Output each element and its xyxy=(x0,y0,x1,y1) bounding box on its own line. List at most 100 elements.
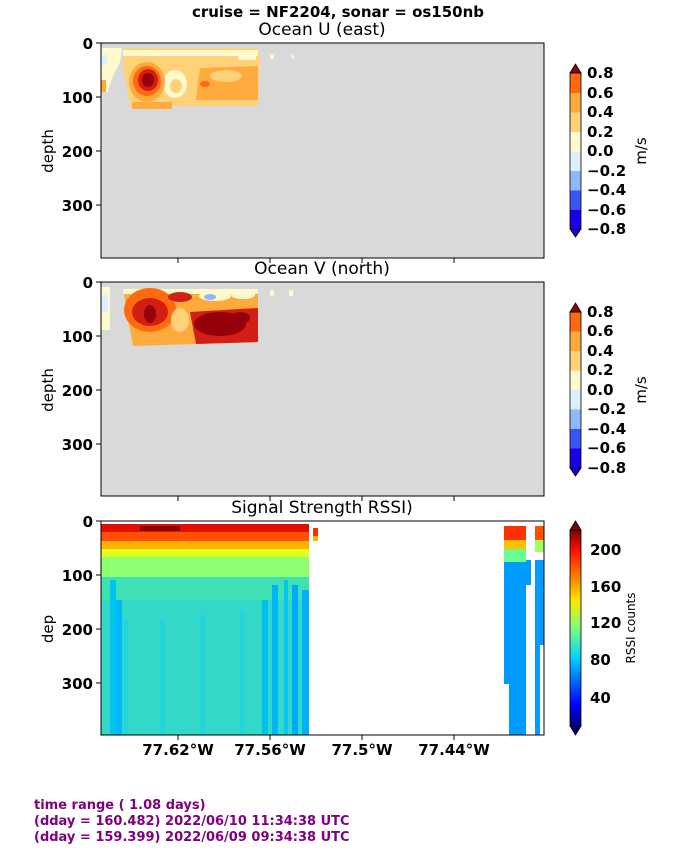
colorbar-tick-label: 0.2 xyxy=(587,123,614,141)
contour-region xyxy=(238,52,256,60)
colorbar-tick-label: −0.4 xyxy=(587,181,626,199)
y-tick-label: 100 xyxy=(62,89,93,107)
colorbar-segment xyxy=(570,73,581,93)
contour-region xyxy=(132,102,172,109)
x-tick-label: 77.44°W xyxy=(418,741,490,759)
rssi-layer xyxy=(140,526,180,531)
footer-line: (dday = 160.482) 2022/06/10 11:34:38 UTC xyxy=(34,814,350,829)
y-axis: 0 100 200 300 dep xyxy=(39,513,101,693)
y-axis-label: depth xyxy=(39,129,57,173)
colorbar-tick-label: −0.8 xyxy=(587,220,626,238)
x-axis: 77.62°W 77.56°W 77.5°W 77.44°W xyxy=(142,735,490,759)
rssi-column xyxy=(240,610,244,735)
colorbar-tick-label: −0.8 xyxy=(587,459,626,477)
y-axis: 0 100 200 300 depth xyxy=(39,274,101,454)
colorbar-tick-label: 0.8 xyxy=(587,64,614,82)
colorbar-arrow-bottom xyxy=(569,228,582,238)
colorbar-tick-label: −0.6 xyxy=(587,439,626,457)
colorbar: 0.8 0.6 0.4 0.2 0.0 −0.2 −0.4 −0.6 −0.8 … xyxy=(569,63,650,238)
y-tick-label: 100 xyxy=(62,567,93,585)
y-tick-label: 300 xyxy=(62,197,93,215)
x-axis xyxy=(177,496,455,501)
y-tick-label: 200 xyxy=(62,382,93,400)
contour-region xyxy=(170,79,182,93)
colorbar-arrow-top xyxy=(569,302,582,313)
colorbar-segment xyxy=(570,351,581,371)
y-tick-label: 200 xyxy=(62,143,93,161)
contour-region xyxy=(102,295,108,312)
colorbar-tick-label: 120 xyxy=(590,614,621,632)
colorbar-segment xyxy=(570,390,581,410)
rssi-column xyxy=(526,585,535,735)
contour-region xyxy=(168,292,192,302)
colorbar-tick-label: 0.8 xyxy=(587,303,614,321)
colorbar-tick-label: −0.4 xyxy=(587,420,626,438)
rssi-layer xyxy=(101,540,309,549)
y-tick-label: 100 xyxy=(62,328,93,346)
x-tick-label: 77.62°W xyxy=(142,741,214,759)
contour-region xyxy=(210,70,242,82)
contour-region xyxy=(230,312,250,324)
rssi-layer xyxy=(101,548,309,557)
colorbar-arrow-bottom xyxy=(569,725,582,736)
y-axis-label: depth xyxy=(39,368,57,412)
velocity-field xyxy=(101,48,294,109)
rssi-column xyxy=(124,620,128,735)
x-tick-label: 77.5°W xyxy=(331,741,393,759)
colorbar-label: m/s xyxy=(632,376,650,404)
rssi-column xyxy=(531,540,535,590)
panel-title: Ocean U (east) xyxy=(258,20,385,40)
rssi-layer xyxy=(535,526,544,540)
panel-rssi: Signal Strength RSSI) xyxy=(39,498,638,759)
y-tick-label: 0 xyxy=(83,513,93,531)
colorbar-segment xyxy=(570,429,581,449)
footer-line: (dday = 159.399) 2022/06/09 09:34:38 UTC xyxy=(34,830,350,845)
x-tick-label: 77.56°W xyxy=(234,741,306,759)
rssi-layer xyxy=(535,540,544,552)
rssi-layer xyxy=(504,548,526,562)
contour-region xyxy=(289,290,293,296)
y-axis: 0 100 200 300 depth xyxy=(39,35,101,215)
colorbar-segment xyxy=(570,151,581,171)
rssi-column xyxy=(272,585,278,735)
contour-region xyxy=(204,294,216,300)
panel-ocean-v: Ocean V (north) 0 xyxy=(39,259,650,501)
suptitle: cruise = NF2204, sonar = os150nb xyxy=(192,3,484,21)
rssi-column xyxy=(116,600,122,735)
contour-region xyxy=(102,55,108,66)
colorbar-arrow-top xyxy=(569,520,582,531)
colorbar-arrow-bottom xyxy=(569,467,582,477)
colorbar-label: RSSI counts xyxy=(624,592,638,663)
rssi-layer xyxy=(504,560,544,735)
colorbar-tick-label: 160 xyxy=(590,578,621,596)
y-axis-label: dep xyxy=(39,615,57,643)
y-tick-label: 0 xyxy=(83,35,93,53)
contour-region xyxy=(200,81,210,87)
contour-region xyxy=(142,73,154,87)
rssi-column xyxy=(292,585,298,735)
colorbar-label: m/s xyxy=(632,137,650,165)
rssi-column xyxy=(313,536,318,541)
colorbar-segment xyxy=(570,93,581,113)
colorbar-gradient xyxy=(569,529,582,727)
panel-title: Ocean V (north) xyxy=(254,259,390,279)
colorbar: 0.8 0.6 0.4 0.2 0.0 −0.2 −0.4 −0.6 −0.8 … xyxy=(569,302,650,477)
rssi-column xyxy=(540,645,544,735)
colorbar-segment xyxy=(570,171,581,191)
rssi-column xyxy=(284,580,288,735)
panel-ocean-u: Ocean U (east) xyxy=(39,20,650,263)
colorbar-segment xyxy=(570,210,581,230)
colorbar-tick-label: −0.2 xyxy=(587,162,626,180)
colorbar-tick-label: 0.4 xyxy=(587,103,614,121)
colorbar-arrow-top xyxy=(569,63,582,74)
colorbar-tick-label: 200 xyxy=(590,541,621,559)
colorbar-tick-label: 0.4 xyxy=(587,342,614,360)
contour-region xyxy=(270,290,274,296)
rssi-layer xyxy=(504,526,526,540)
colorbar-segment xyxy=(570,331,581,351)
colorbar-tick-label: −0.6 xyxy=(587,201,626,219)
rssi-column xyxy=(110,580,116,735)
y-tick-label: 0 xyxy=(83,274,93,292)
contour-region xyxy=(291,54,294,59)
